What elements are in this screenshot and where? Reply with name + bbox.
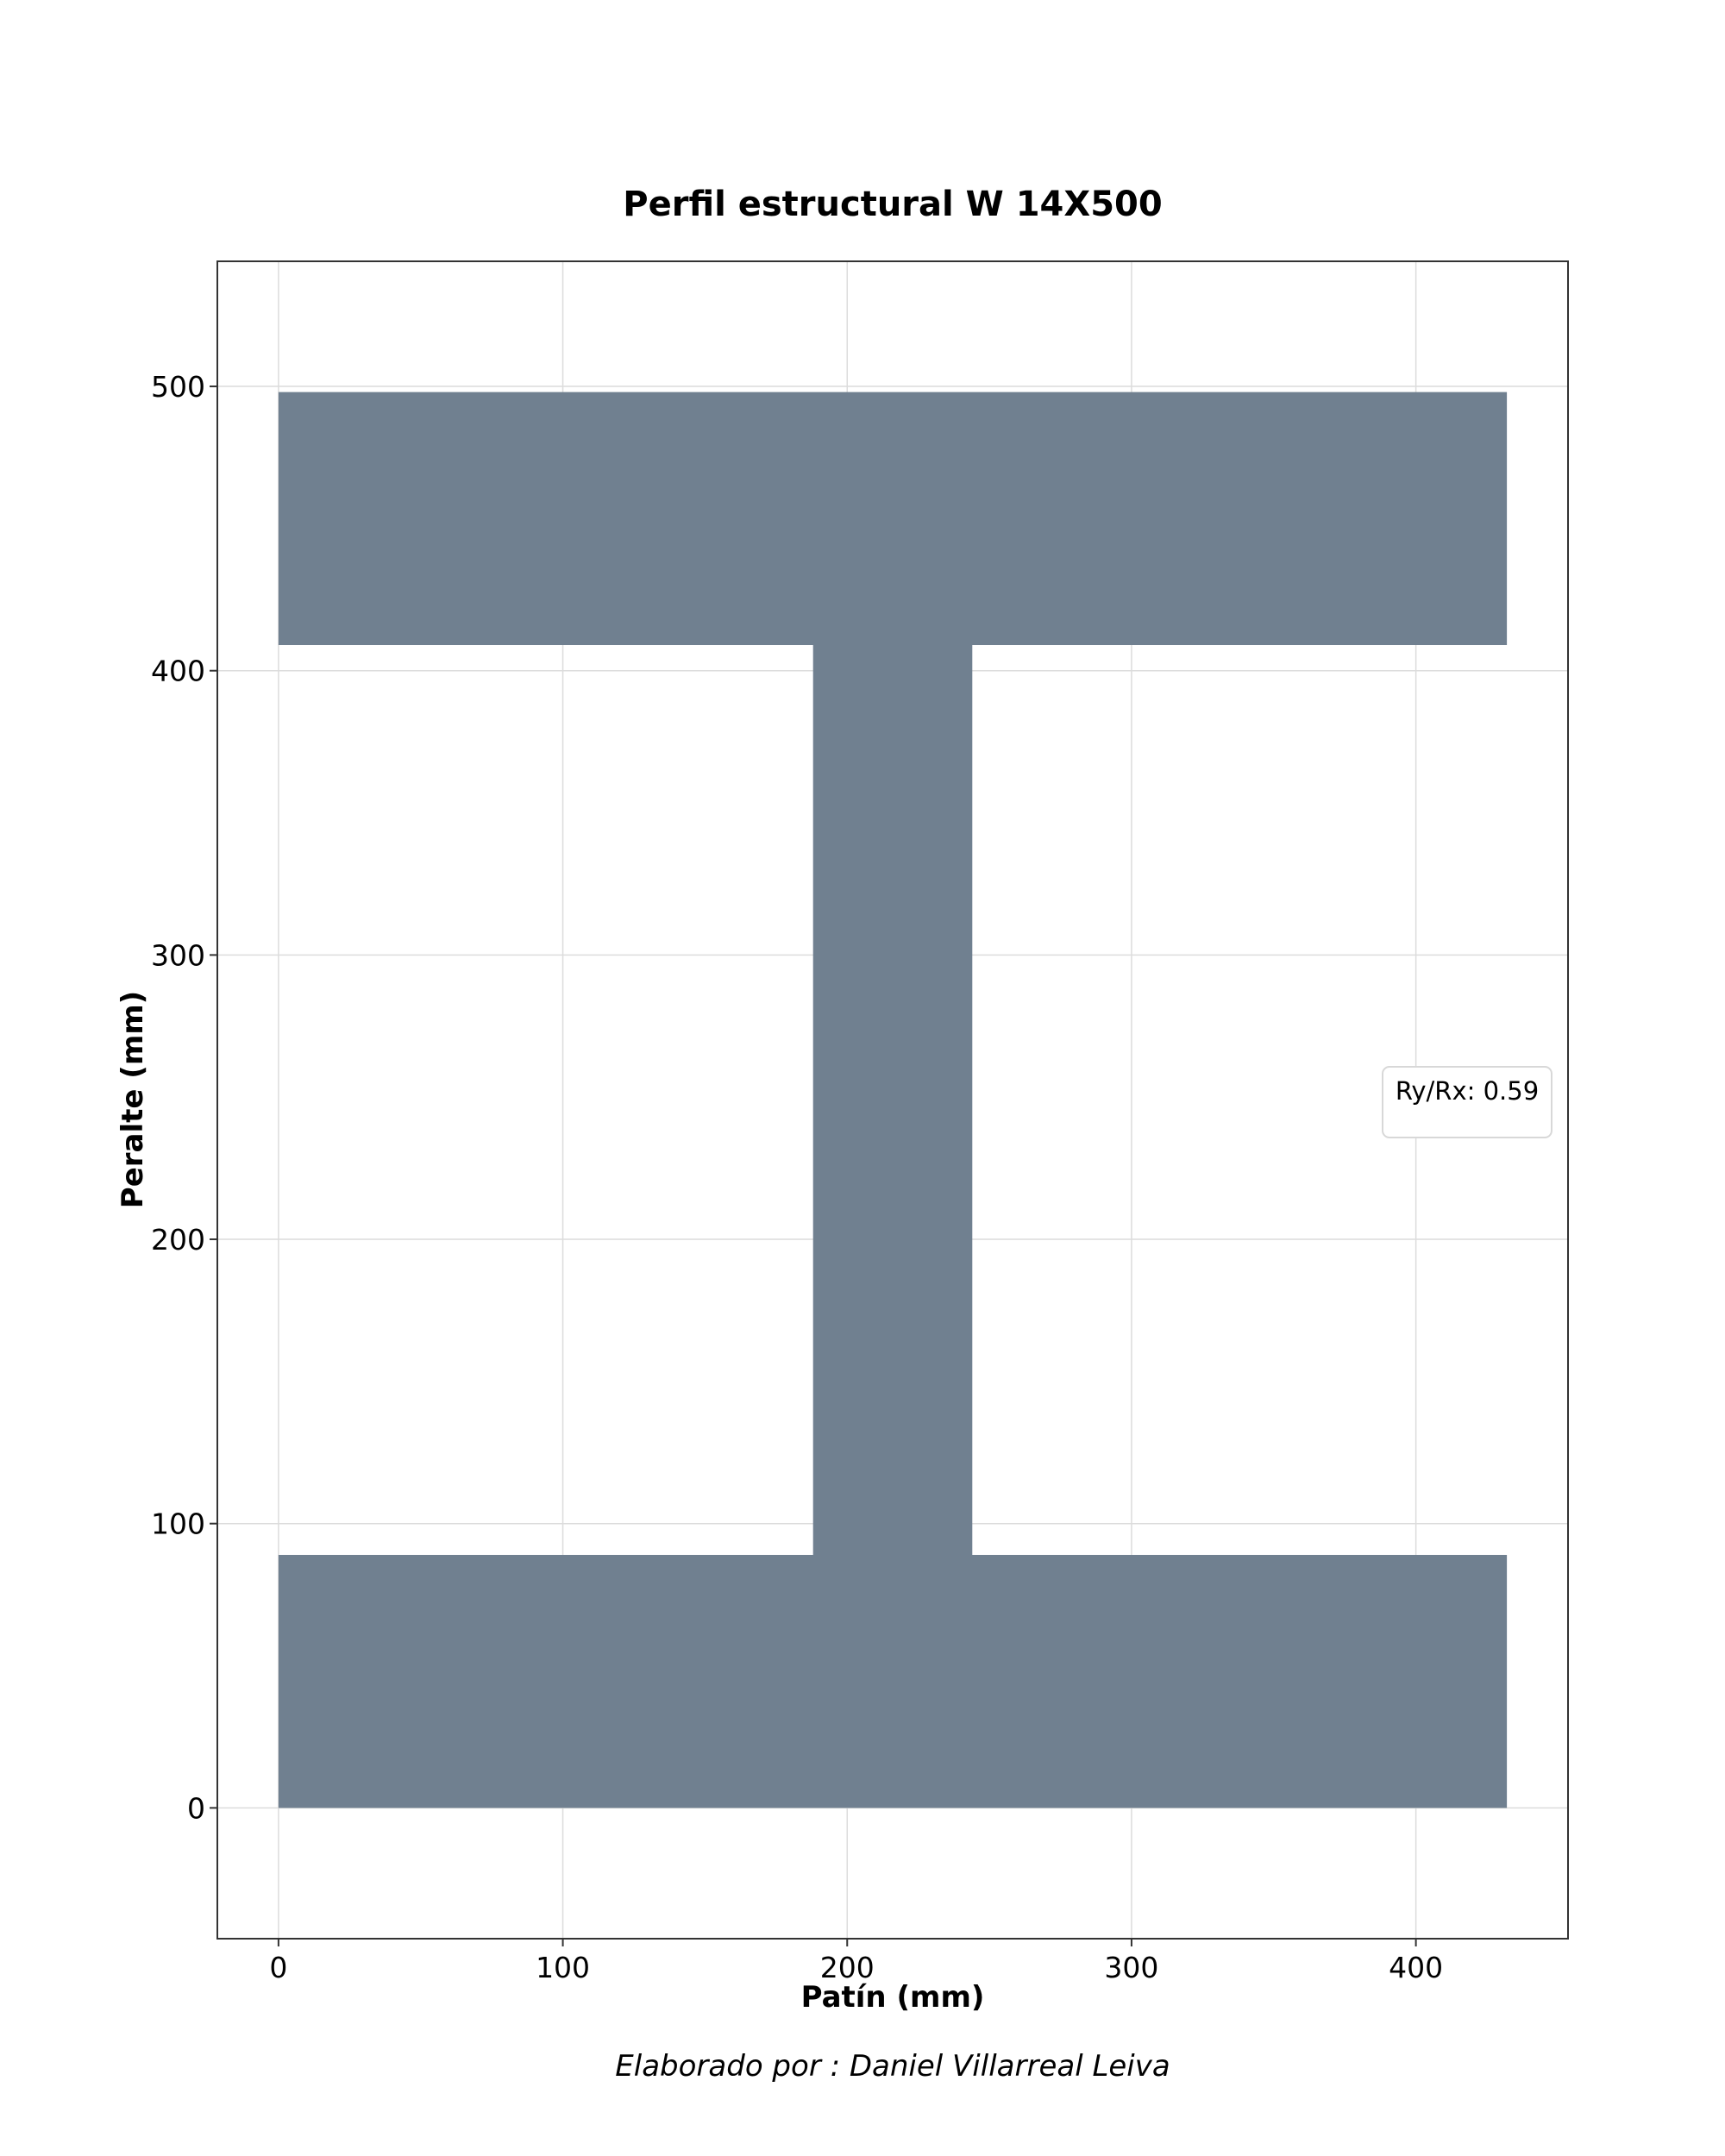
x-tick-label: 200 [820, 1951, 875, 1984]
x-tick-label: 400 [1389, 1951, 1443, 1984]
plot-frame [216, 260, 1569, 1940]
x-axis-title: Patín (mm) [801, 1980, 985, 2015]
legend-label: Ry/Rx: 0.59 [1396, 1076, 1539, 1106]
y-tick-label: 200 [151, 1223, 205, 1257]
legend-box [1382, 1066, 1552, 1138]
y-axis-title: Peralte (mm) [116, 991, 150, 1208]
chart-title: Perfil estructural W 14X500 [623, 185, 1162, 224]
y-tick-label: 300 [151, 938, 205, 972]
legend: Ry/Rx: 0.59 [1382, 1066, 1552, 1138]
y-tick-label: 500 [151, 370, 205, 404]
w-section-profile [278, 392, 1508, 1808]
plot-area [278, 392, 1508, 1808]
y-axis: 0 100 200 300 400 500 [151, 370, 217, 1825]
footer-credit: Elaborado por : Daniel Villarreal Leiva [615, 2049, 1170, 2084]
x-axis: 0 100 200 300 400 [269, 1939, 1443, 1984]
y-tick-label: 0 [187, 1791, 205, 1825]
y-tick-label: 100 [151, 1507, 205, 1541]
x-tick-label: 0 [269, 1951, 287, 1984]
x-tick-label: 300 [1104, 1951, 1158, 1984]
x-tick-label: 100 [536, 1951, 590, 1984]
y-tick-label: 400 [151, 655, 205, 688]
